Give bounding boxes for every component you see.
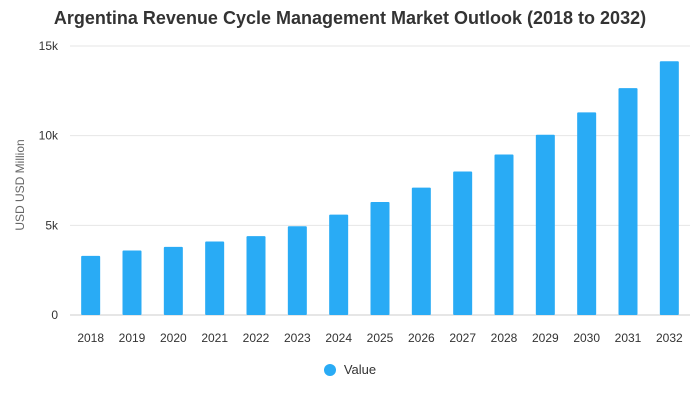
bar-2024[interactable] [329, 214, 349, 315]
bar-2019[interactable] [122, 250, 142, 315]
x-tick-label: 2019 [119, 331, 146, 345]
legend-swatch-icon [323, 363, 336, 376]
bars [81, 61, 679, 315]
bar-2031[interactable] [618, 88, 638, 315]
x-tick-label: 2030 [573, 331, 600, 345]
x-tick-label: 2025 [367, 331, 394, 345]
y-tick-labels: 0 5k 10k 15k [39, 39, 59, 322]
bar-2029[interactable] [535, 134, 555, 315]
bar-2018[interactable] [81, 255, 101, 315]
x-tick-label: 2020 [160, 331, 187, 345]
y-axis-label: USD USD Million [13, 139, 27, 230]
legend[interactable]: Value [0, 362, 700, 377]
x-tick-label: 2018 [77, 331, 104, 345]
x-tick-label: 2024 [325, 331, 352, 345]
bar-2030[interactable] [577, 112, 597, 315]
chart-title: Argentina Revenue Cycle Management Marke… [53, 8, 647, 28]
y-tick-label: 15k [39, 39, 59, 53]
y-tick-label: 10k [39, 129, 59, 143]
bar-2023[interactable] [287, 226, 307, 315]
bar-2028[interactable] [494, 154, 514, 315]
y-tick-label: 5k [45, 218, 59, 232]
bar-2020[interactable] [163, 246, 183, 315]
x-tick-label: 2029 [532, 331, 559, 345]
x-tick-label: 2028 [491, 331, 518, 345]
bar-2027[interactable] [453, 171, 473, 315]
x-tick-labels: 2018 2019 2020 2021 2022 2023 2024 2025 2026 2027… [77, 331, 683, 345]
bar-2025[interactable] [370, 202, 390, 315]
x-tick-label: 2026 [408, 331, 435, 345]
x-tick-label: 2027 [449, 331, 476, 345]
bar-2032[interactable] [659, 61, 679, 315]
x-tick-label: 2021 [201, 331, 228, 345]
x-tick-label: 2022 [243, 331, 270, 345]
bar-2026[interactable] [411, 187, 431, 315]
x-tick-label: 2023 [284, 331, 311, 345]
bar-2022[interactable] [246, 236, 266, 315]
x-tick-label: 2032 [656, 331, 683, 345]
x-tick-label: 2031 [615, 331, 642, 345]
y-tick-label: 0 [51, 308, 58, 322]
legend-label: Value [343, 362, 377, 377]
bar-2021[interactable] [205, 241, 225, 315]
